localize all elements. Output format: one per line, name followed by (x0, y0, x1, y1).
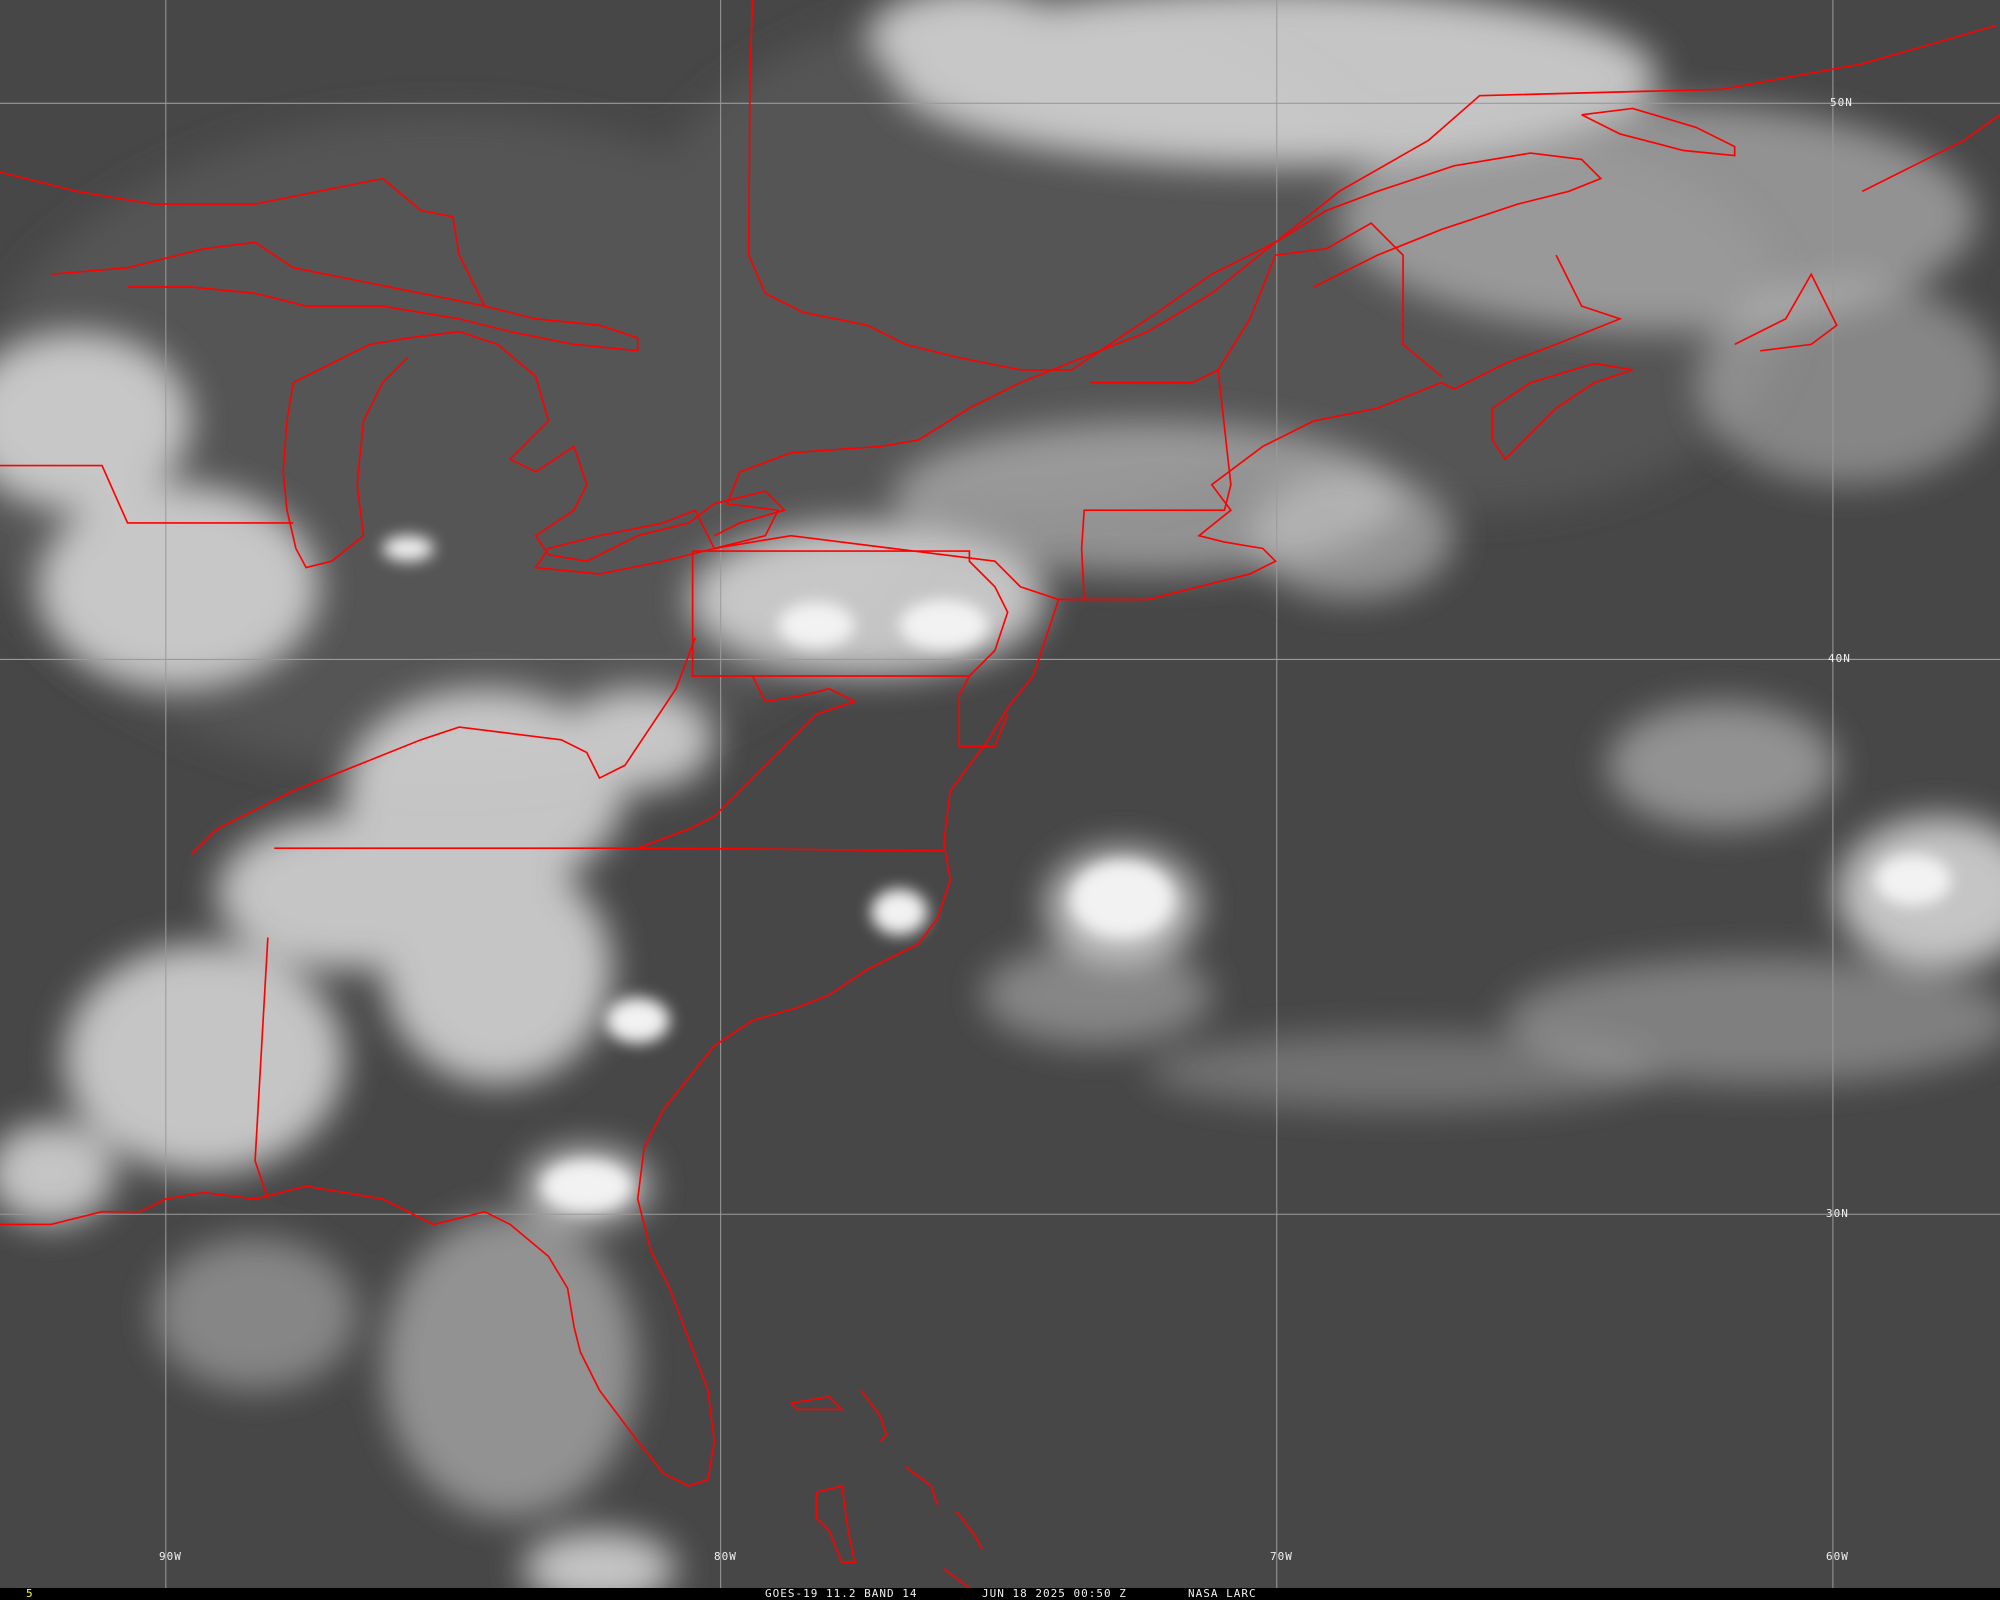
pennsylvania-border (691, 550, 1009, 677)
latitude-label-50n: 50N (1830, 96, 1853, 109)
ontario-border (747, 0, 1072, 371)
ohio-river-kentucky (190, 637, 696, 856)
tennessee-nc-va-border (274, 847, 944, 852)
virginia-wv-border (637, 675, 857, 849)
longitude-label-80w: 80W (714, 1550, 737, 1563)
coastline-mid-atlantic (0, 599, 1060, 1487)
latitude-label-40n: 40N (1828, 652, 1851, 665)
st-lawrence-north (1070, 152, 1603, 371)
image-credit: NASA LARC (1188, 1587, 1257, 1600)
longitude-label-70w: 70W (1270, 1550, 1293, 1563)
midwest-borders (0, 464, 294, 524)
satellite-caption: GOES-19 11.2 BAND 14 (765, 1587, 918, 1600)
canadian-maritimes (1491, 107, 2000, 461)
new-england-states (1080, 368, 1232, 600)
image-datetime: JUN 18 2025 00:50 Z (982, 1587, 1127, 1600)
southern-state-borders (254, 937, 269, 1200)
caribbean-islands (790, 1389, 983, 1588)
longitude-label-90w: 90W (159, 1550, 182, 1563)
cloud-cells (382, 535, 1952, 1212)
lake-superior (50, 241, 639, 352)
political-boundaries (0, 0, 1997, 1487)
frame-number: 5 (26, 1587, 34, 1600)
latitude-label-30n: 30N (1826, 1207, 1849, 1220)
maine-border (1217, 222, 1442, 377)
lake-michigan-west (282, 356, 409, 569)
canada-us-border-west (0, 171, 486, 307)
longitude-label-60w: 60W (1826, 1550, 1849, 1563)
delmarva (958, 675, 1009, 747)
east-coast-outline (534, 24, 1997, 601)
great-lakes-michigan (292, 330, 787, 563)
caption-bar: 5 GOES-19 11.2 BAND 14 JUN 18 2025 00:50… (0, 1587, 2000, 1600)
